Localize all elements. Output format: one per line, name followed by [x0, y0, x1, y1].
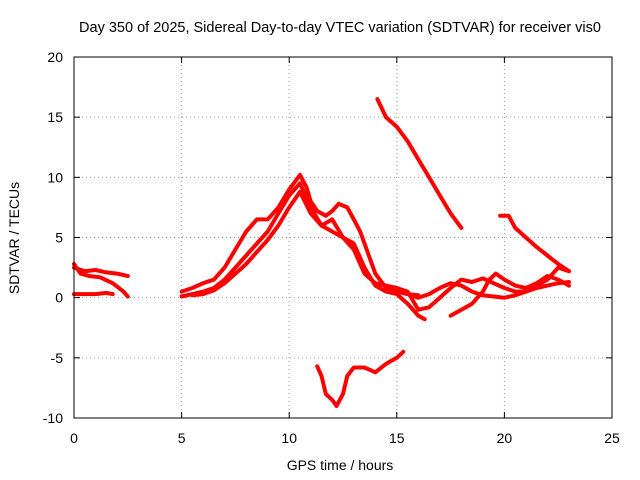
y-tick-label: 20: [47, 49, 63, 65]
trace-2: [72, 262, 130, 299]
trace-10: [498, 213, 571, 274]
trace-6: [190, 189, 571, 312]
y-tick-label: 5: [55, 230, 63, 246]
y-tick-label: 15: [47, 109, 63, 125]
axis-ticks: 0 5 10 15 20 25 -10 -5 0 5 10 15 20: [43, 49, 620, 446]
y-axis-label: SDTVAR / TECUs: [6, 182, 22, 294]
y-tick-label: 0: [55, 290, 63, 306]
chart-title: Day 350 of 2025, Sidereal Day-to-day VTE…: [79, 20, 601, 36]
x-tick-label: 5: [178, 430, 186, 446]
trace-8: [448, 271, 571, 318]
y-tick-label: 10: [47, 169, 63, 185]
x-tick-label: 15: [389, 430, 405, 446]
trace-7: [394, 265, 571, 300]
trace-4: [179, 172, 421, 298]
x-tick-label: 20: [497, 430, 513, 446]
trace-3: [72, 290, 115, 297]
data-traces: [72, 97, 571, 408]
trace-1: [72, 265, 130, 278]
trace-5: [179, 181, 427, 322]
x-tick-label: 0: [70, 430, 78, 446]
y-tick-label: -10: [43, 410, 63, 426]
y-tick-label: -5: [51, 350, 64, 366]
x-tick-label: 25: [604, 430, 620, 446]
trace-9: [375, 97, 464, 230]
x-tick-label: 10: [281, 430, 297, 446]
trace-11: [315, 349, 406, 408]
x-axis-label: GPS time / hours: [287, 457, 394, 473]
